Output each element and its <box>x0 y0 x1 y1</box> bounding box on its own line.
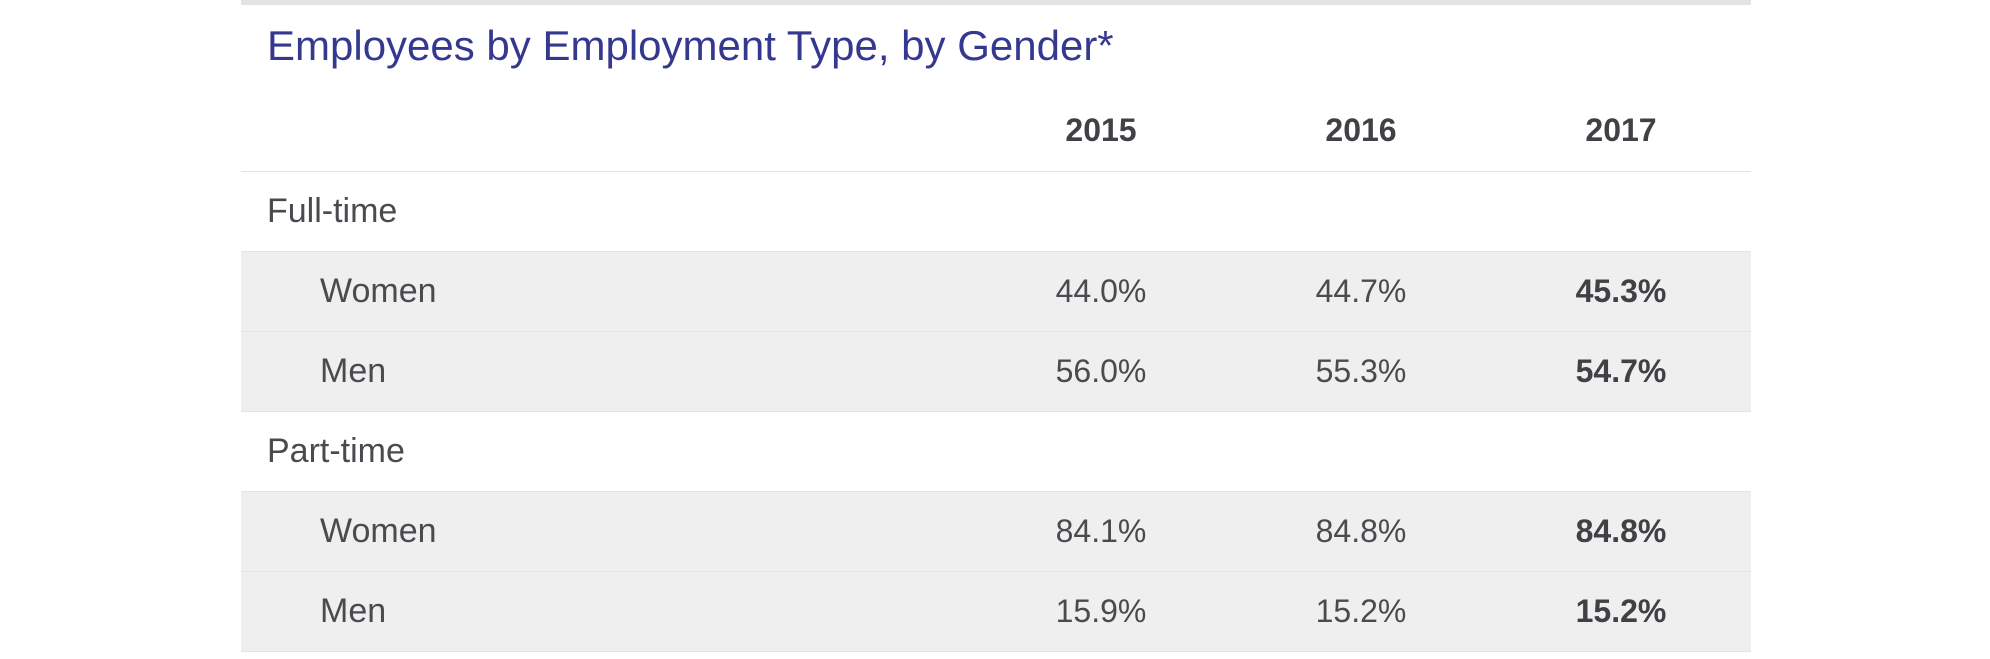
column-header-2017: 2017 <box>1585 111 1657 148</box>
row-label: Women <box>320 272 437 310</box>
table-title: Employees by Employment Type, by Gender* <box>267 22 1114 69</box>
cell-value-current: 54.7% <box>1575 353 1667 389</box>
column-header-2016: 2016 <box>1325 111 1397 148</box>
row-label: Men <box>320 352 387 390</box>
table-row: Women 84.1% 84.8% 84.8% <box>241 492 1751 572</box>
table-row: Women 44.0% 44.7% 45.3% <box>241 252 1751 332</box>
group-label: Part-time <box>267 432 405 470</box>
table-header-row: 2015 2016 2017 <box>241 89 1751 172</box>
row-label: Women <box>320 512 437 550</box>
table-row: Men 15.9% 15.2% 15.2% <box>241 572 1751 652</box>
cell-value: 15.9% <box>1055 593 1147 629</box>
group-label: Full-time <box>267 192 398 230</box>
cell-value: 56.0% <box>1055 353 1147 389</box>
cell-value: 44.0% <box>1055 273 1147 309</box>
employment-type-panel: Employees by Employment Type, by Gender*… <box>241 0 1751 659</box>
cell-value-current: 84.8% <box>1575 513 1667 549</box>
top-divider <box>241 0 1751 5</box>
table-row: Men 56.0% 55.3% 54.7% <box>241 332 1751 412</box>
cell-value: 44.7% <box>1315 273 1407 309</box>
group-row-part-time: Part-time <box>241 412 1751 492</box>
cell-value: 15.2% <box>1315 593 1407 629</box>
cell-value: 55.3% <box>1315 353 1407 389</box>
column-header-2015: 2015 <box>1065 111 1137 148</box>
group-row-full-time: Full-time <box>241 172 1751 252</box>
cell-value: 84.8% <box>1315 513 1407 549</box>
cell-value: 84.1% <box>1055 513 1147 549</box>
row-label: Men <box>320 592 387 630</box>
cell-value-current: 15.2% <box>1575 593 1667 629</box>
cell-value-current: 45.3% <box>1575 273 1667 309</box>
employment-table: 2015 2016 2017 Full-time Women 44.0% 44.… <box>241 89 1751 652</box>
